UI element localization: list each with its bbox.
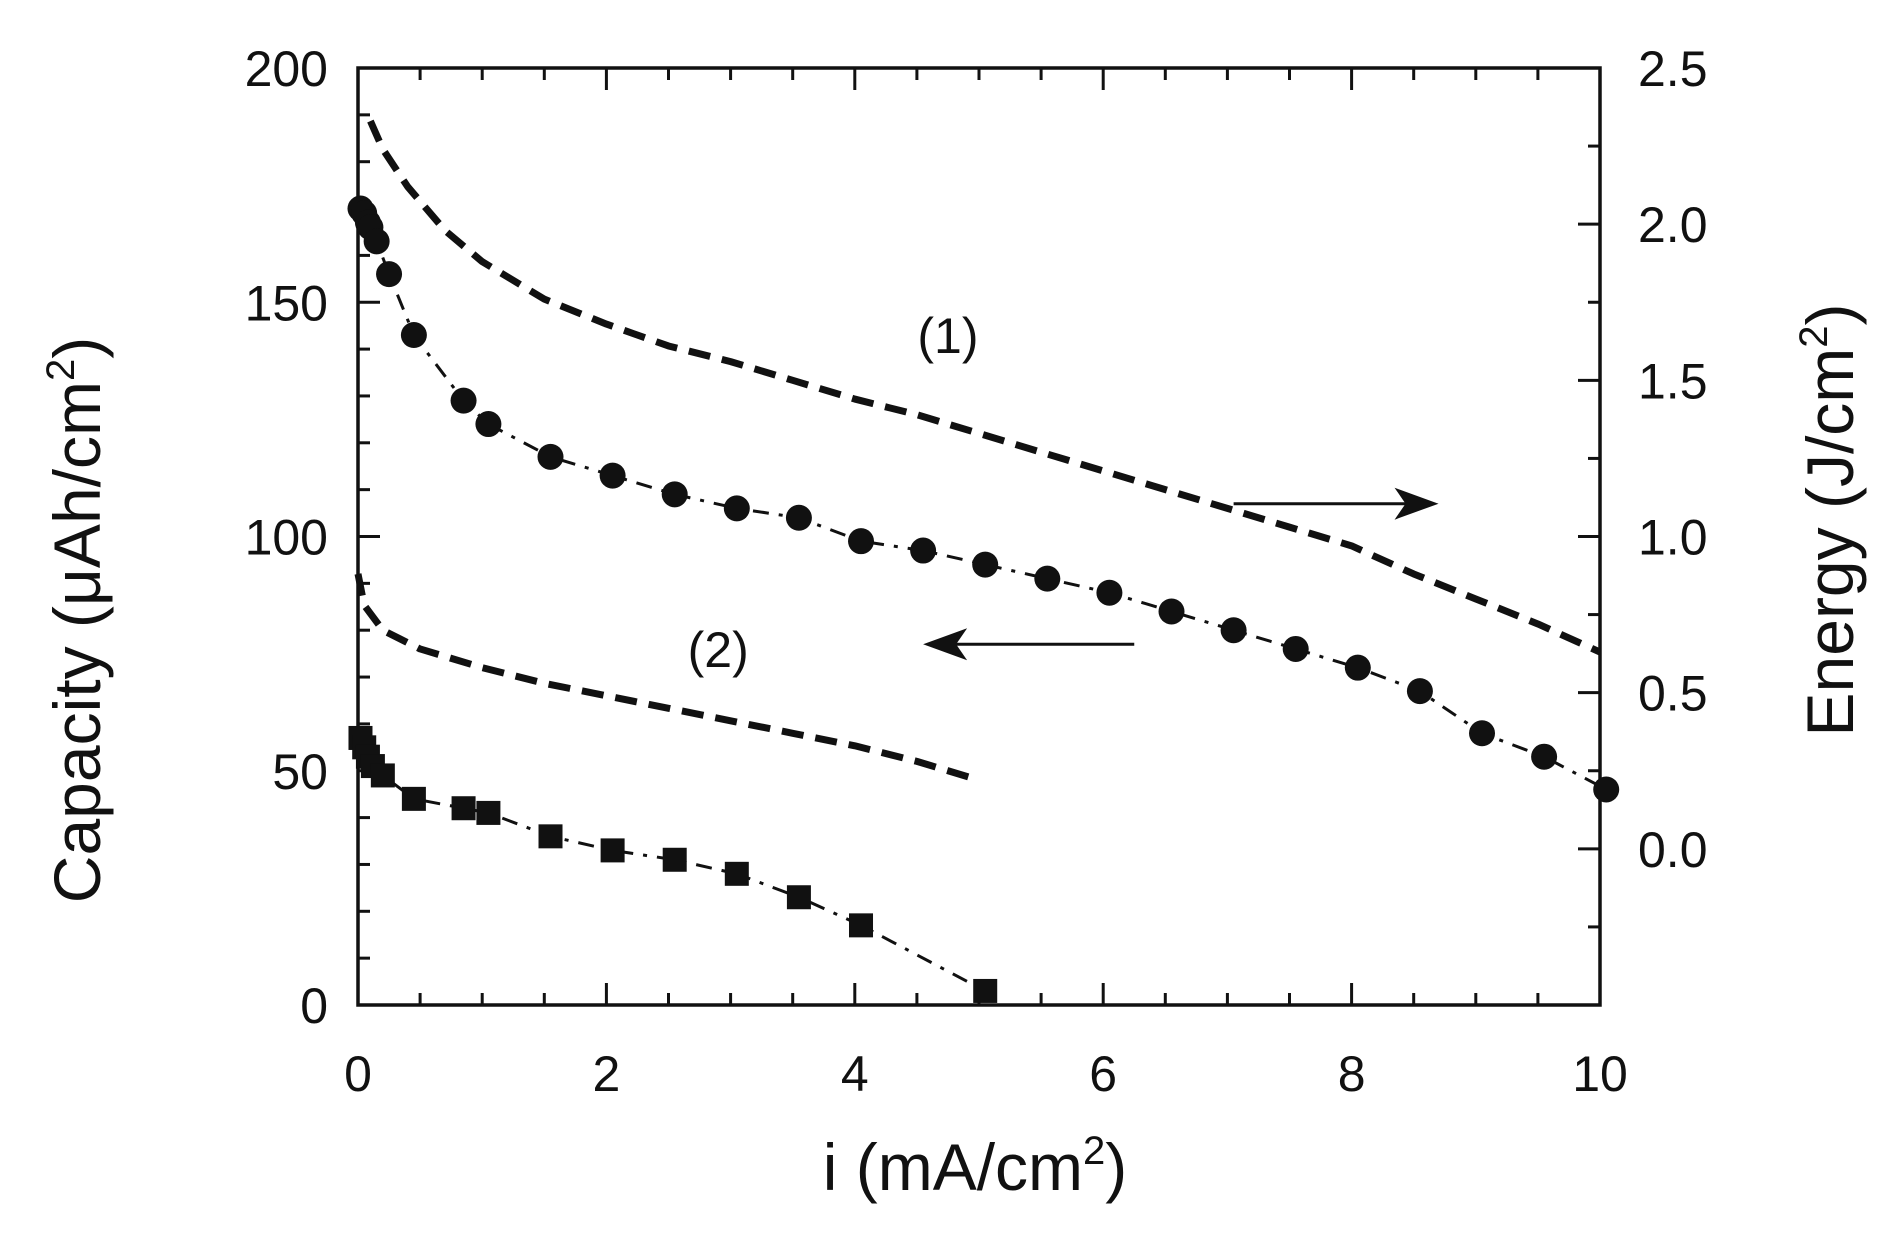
series-4	[354, 573, 981, 784]
x-tick-label: 4	[841, 1046, 869, 1102]
data-point	[786, 885, 811, 910]
y-left-tick-label: 0	[300, 978, 328, 1034]
data-point	[370, 763, 395, 788]
data-point	[476, 800, 501, 825]
y-right-tick-label: 0.5	[1638, 666, 1708, 722]
data-point	[599, 462, 626, 489]
data-point	[1220, 617, 1247, 644]
arrow-right	[1233, 487, 1439, 520]
data-point	[538, 824, 563, 849]
plot-frame	[356, 66, 1602, 1007]
y-right-axis-title: Energy (J/cm2)	[1792, 304, 1867, 737]
y-right-tick-label: 1.5	[1638, 353, 1708, 409]
data-point	[376, 261, 403, 288]
x-tick-label: 8	[1338, 1046, 1366, 1102]
series-annotation-1: (1)	[917, 308, 978, 364]
y-right-tick-label: 0.0	[1638, 822, 1708, 878]
y-left-tick-label: 200	[245, 41, 328, 97]
data-point	[1406, 678, 1433, 705]
arrow-head	[1394, 487, 1439, 520]
annotation-layer: (1) (2)	[688, 308, 1439, 678]
data-point	[1469, 720, 1496, 747]
data-point	[662, 847, 687, 872]
data-point	[849, 913, 874, 938]
data-point	[363, 228, 390, 255]
y-left-axis-title: Capacity (μAh/cm2)	[39, 337, 114, 903]
y-left-tick-label: 150	[245, 275, 328, 331]
y-right-tick-label: 1.0	[1638, 510, 1708, 566]
series-layer	[347, 119, 1620, 1003]
data-point	[400, 322, 427, 349]
data-point	[600, 838, 625, 863]
data-point	[910, 537, 937, 564]
data-point	[661, 481, 688, 508]
data-point	[1531, 743, 1558, 770]
data-point	[973, 978, 998, 1003]
x-tick-label: 0	[344, 1046, 372, 1102]
data-point	[1282, 635, 1309, 662]
data-point	[1593, 776, 1620, 803]
y-right-tick-label: 2.0	[1638, 197, 1708, 253]
data-point	[450, 387, 477, 414]
series-annotation-2: (2)	[688, 622, 749, 678]
data-point	[1344, 654, 1371, 681]
data-point	[848, 528, 875, 555]
y-left-tick-label: 100	[245, 510, 328, 566]
data-point	[1096, 579, 1123, 606]
data-point	[475, 411, 502, 438]
series-1	[347, 195, 1620, 803]
data-point	[723, 495, 750, 522]
x-axis-title: i (mA/cm2)	[823, 1129, 1128, 1204]
series-4-line	[354, 573, 981, 784]
data-point	[1034, 565, 1061, 592]
data-point	[724, 861, 749, 886]
data-point	[972, 551, 999, 578]
arrow-head	[923, 628, 968, 661]
x-tick-label: 6	[1089, 1046, 1117, 1102]
series-3	[348, 725, 998, 1003]
data-point	[537, 443, 564, 470]
x-tick-label: 10	[1572, 1046, 1628, 1102]
x-tick-label: 2	[592, 1046, 620, 1102]
data-point	[1158, 598, 1185, 625]
arrow-left	[923, 628, 1135, 661]
y-left-tick-label: 50	[272, 744, 328, 800]
data-point	[451, 796, 476, 821]
data-point	[785, 504, 812, 531]
data-point	[401, 786, 426, 811]
y-right-tick-label: 2.5	[1638, 41, 1708, 97]
